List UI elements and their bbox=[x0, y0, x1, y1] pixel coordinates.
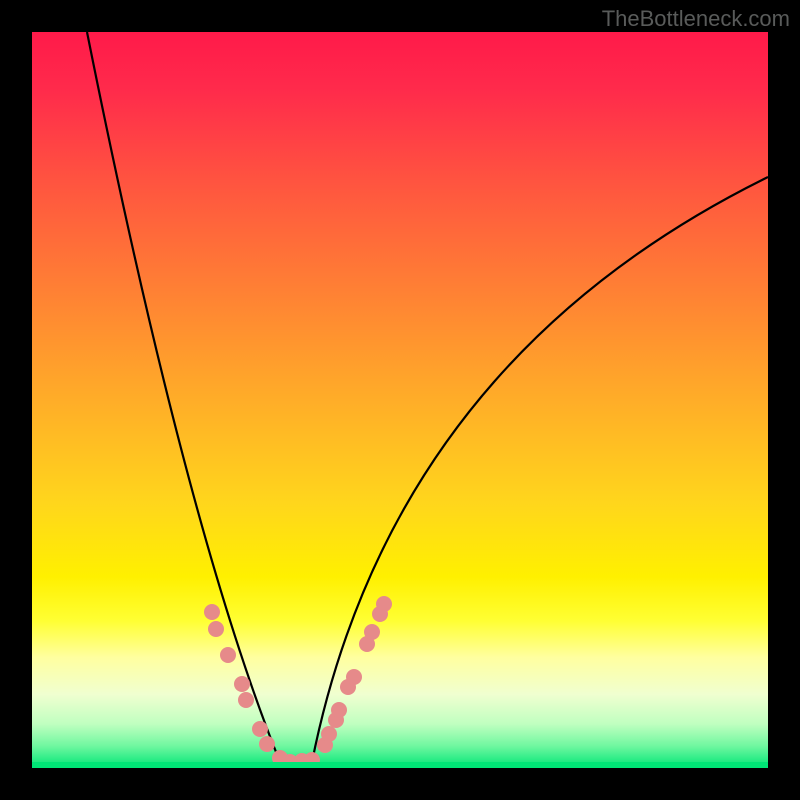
data-marker bbox=[376, 596, 392, 612]
watermark-text: TheBottleneck.com bbox=[602, 6, 790, 32]
data-marker bbox=[234, 676, 250, 692]
data-marker bbox=[364, 624, 380, 640]
data-marker bbox=[321, 726, 337, 742]
data-marker bbox=[346, 669, 362, 685]
left-curve bbox=[87, 32, 280, 762]
data-marker bbox=[252, 721, 268, 737]
data-marker bbox=[238, 692, 254, 708]
data-markers bbox=[204, 596, 392, 768]
data-marker bbox=[204, 604, 220, 620]
data-marker bbox=[208, 621, 224, 637]
v-curve bbox=[87, 32, 768, 762]
data-marker bbox=[331, 702, 347, 718]
curves-layer bbox=[32, 32, 768, 768]
right-curve bbox=[312, 177, 768, 762]
chart-container: TheBottleneck.com bbox=[0, 0, 800, 800]
plot-area bbox=[32, 32, 768, 768]
baseline-bar bbox=[32, 762, 768, 768]
data-marker bbox=[259, 736, 275, 752]
data-marker bbox=[220, 647, 236, 663]
